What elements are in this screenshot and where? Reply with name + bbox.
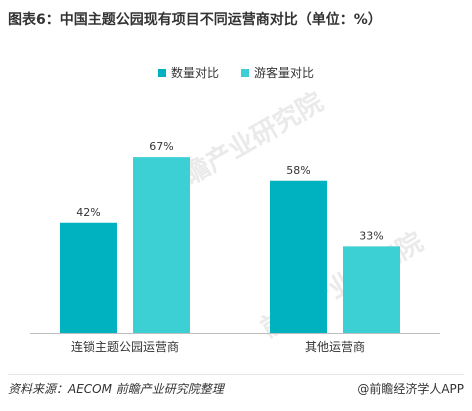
- bar-visitors-1: [343, 246, 400, 333]
- data-label: 67%: [149, 140, 173, 153]
- chart-legend: 数量对比 游客量对比: [0, 64, 472, 81]
- data-label: 33%: [359, 229, 383, 242]
- bar-visitors-0: [133, 157, 190, 333]
- bar-count-0: [60, 222, 117, 333]
- legend-swatch-count: [157, 68, 166, 77]
- footer-divider: [8, 374, 464, 375]
- legend-swatch-visitors: [241, 68, 249, 77]
- legend-item-count: 数量对比: [157, 64, 219, 81]
- category-label: 其他运营商: [305, 339, 365, 354]
- chart-title: 图表6：中国主题公园现有项目不同运营商对比（单位：%）: [8, 12, 382, 28]
- source-note: 资料来源：AECOM 前瞻产业研究院整理: [8, 382, 224, 396]
- category-label: 连锁主题公园运营商: [71, 339, 179, 354]
- legend-label-visitors: 游客量对比: [254, 66, 315, 80]
- data-label: 58%: [286, 164, 310, 177]
- legend-item-visitors: 游客量对比: [241, 64, 314, 81]
- data-label: 42%: [76, 206, 100, 219]
- legend-label-count: 数量对比: [170, 66, 219, 80]
- bar-count-1: [270, 180, 327, 333]
- credit-note: @前瞻经济学人APP: [357, 382, 464, 396]
